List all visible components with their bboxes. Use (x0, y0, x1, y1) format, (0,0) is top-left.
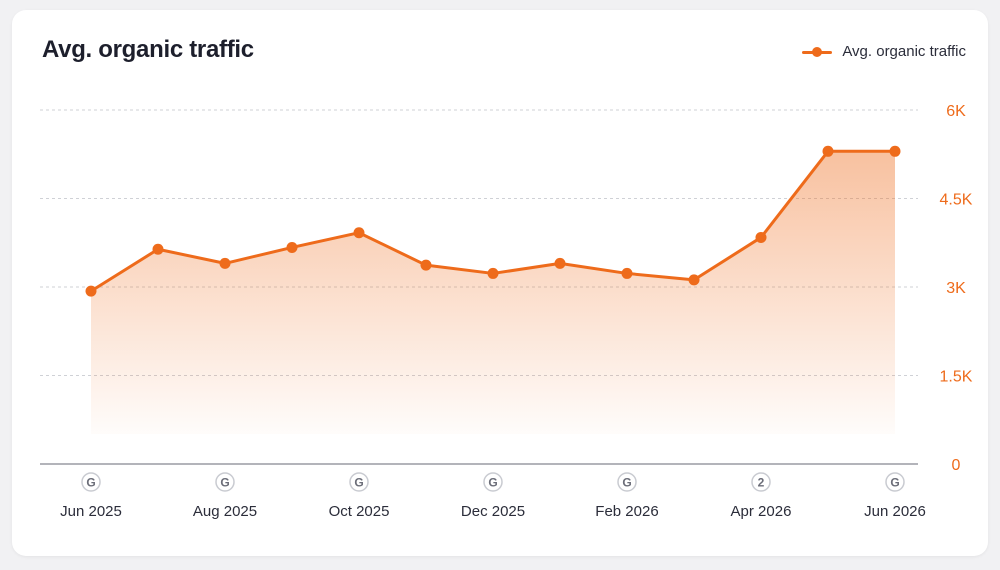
google-update-icon-label: G (86, 476, 95, 490)
google-update-icon-label: G (488, 476, 497, 490)
legend-label: Avg. organic traffic (842, 43, 966, 60)
chart-title: Avg. organic traffic (42, 36, 254, 63)
data-point[interactable] (554, 257, 566, 269)
data-point[interactable] (487, 267, 499, 279)
google-update-icon-label: G (622, 476, 631, 490)
y-tick-label: 4.5K (940, 192, 973, 209)
y-tick-label: 6K (946, 103, 966, 120)
update-count-badge-label: 2 (758, 476, 765, 490)
x-tick-label: Dec 2025 (461, 503, 525, 520)
y-tick-label: 0 (952, 457, 961, 474)
google-update-icon-label: G (354, 476, 363, 490)
data-point[interactable] (85, 285, 97, 297)
x-tick-label: Oct 2025 (329, 503, 390, 520)
y-tick-label: 1.5K (940, 369, 973, 386)
x-tick-label: Aug 2025 (193, 503, 257, 520)
google-update-icon[interactable] (885, 472, 905, 492)
data-point[interactable] (420, 259, 432, 271)
chart-legend[interactable]: Avg. organic traffic (802, 43, 966, 60)
data-point[interactable] (353, 227, 365, 239)
update-count-badge[interactable] (751, 472, 771, 492)
google-update-icon-label: G (220, 476, 229, 490)
x-tick-label: Jun 2026 (864, 503, 926, 520)
data-point[interactable] (822, 145, 834, 157)
google-update-icon[interactable] (349, 472, 369, 492)
data-point[interactable] (755, 231, 767, 243)
google-update-icon[interactable] (81, 472, 101, 492)
series-area (91, 151, 895, 435)
x-tick-label: Feb 2026 (595, 503, 658, 520)
legend-line-marker-icon (802, 46, 833, 57)
google-update-icon[interactable] (617, 472, 637, 492)
google-update-icon-label: G (890, 476, 899, 490)
google-update-icon[interactable] (483, 472, 503, 492)
y-tick-label: 3K (946, 280, 966, 297)
data-point[interactable] (688, 274, 700, 286)
google-update-icon[interactable] (215, 472, 235, 492)
x-tick-label: Apr 2026 (731, 503, 792, 520)
data-point[interactable] (286, 241, 298, 253)
x-tick-label: Jun 2025 (60, 503, 122, 520)
data-point[interactable] (889, 145, 901, 157)
data-point[interactable] (219, 257, 231, 269)
data-point[interactable] (152, 243, 164, 255)
data-point[interactable] (621, 267, 633, 279)
